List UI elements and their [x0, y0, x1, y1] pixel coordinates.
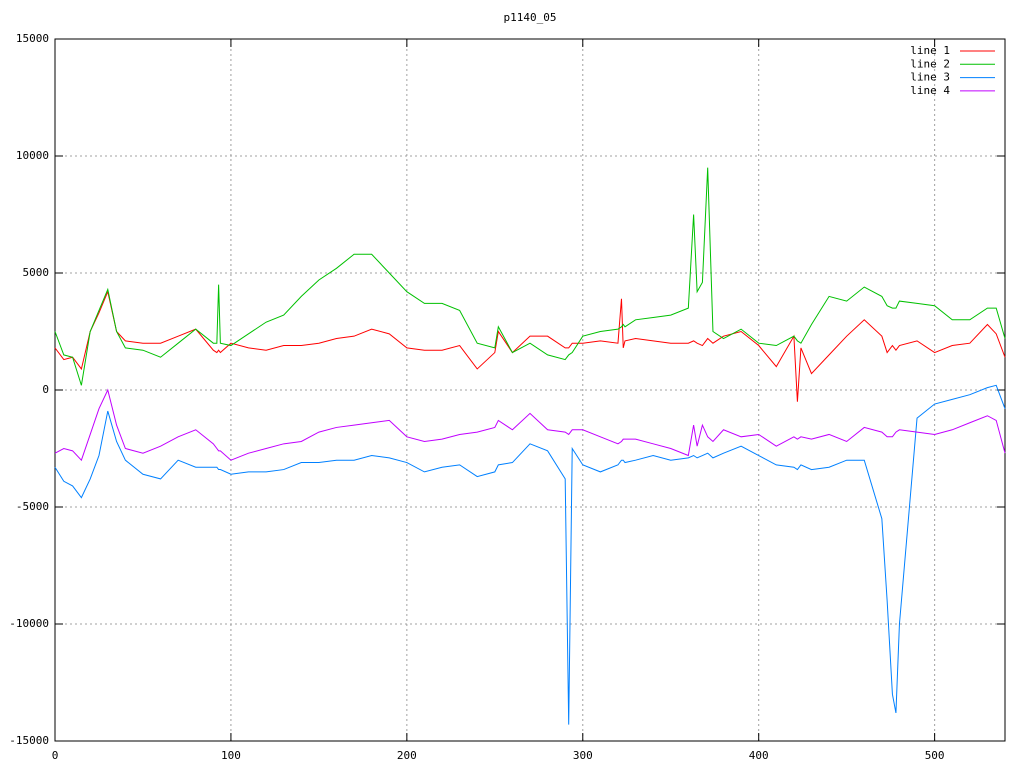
y-tick-label: 0 — [42, 383, 49, 396]
x-tick-label: 500 — [925, 749, 945, 762]
y-tick-label: -5000 — [16, 500, 49, 513]
y-tick-label: -10000 — [9, 617, 49, 630]
x-tick-label: 300 — [573, 749, 593, 762]
y-tick-label: 10000 — [16, 149, 49, 162]
line-series — [54, 290, 1006, 402]
x-tick-label: 0 — [52, 749, 59, 762]
legend-label: line 2 — [910, 57, 950, 70]
legend-label: line 3 — [910, 71, 950, 84]
y-tick-label: 15000 — [16, 32, 49, 45]
plot-border — [54, 38, 1006, 742]
chart-title: p1140_05 — [504, 11, 557, 24]
line-series — [54, 388, 1006, 462]
legend-label: line 4 — [910, 84, 950, 97]
x-tick-label: 200 — [397, 749, 417, 762]
line-series — [54, 167, 1006, 386]
x-tick-label: 400 — [749, 749, 769, 762]
x-tick-label: 100 — [221, 749, 241, 762]
legend-label: line 1 — [910, 44, 950, 57]
y-tick-label: 5000 — [23, 266, 50, 279]
line-series — [54, 384, 1006, 725]
y-tick-label: -15000 — [9, 734, 49, 747]
